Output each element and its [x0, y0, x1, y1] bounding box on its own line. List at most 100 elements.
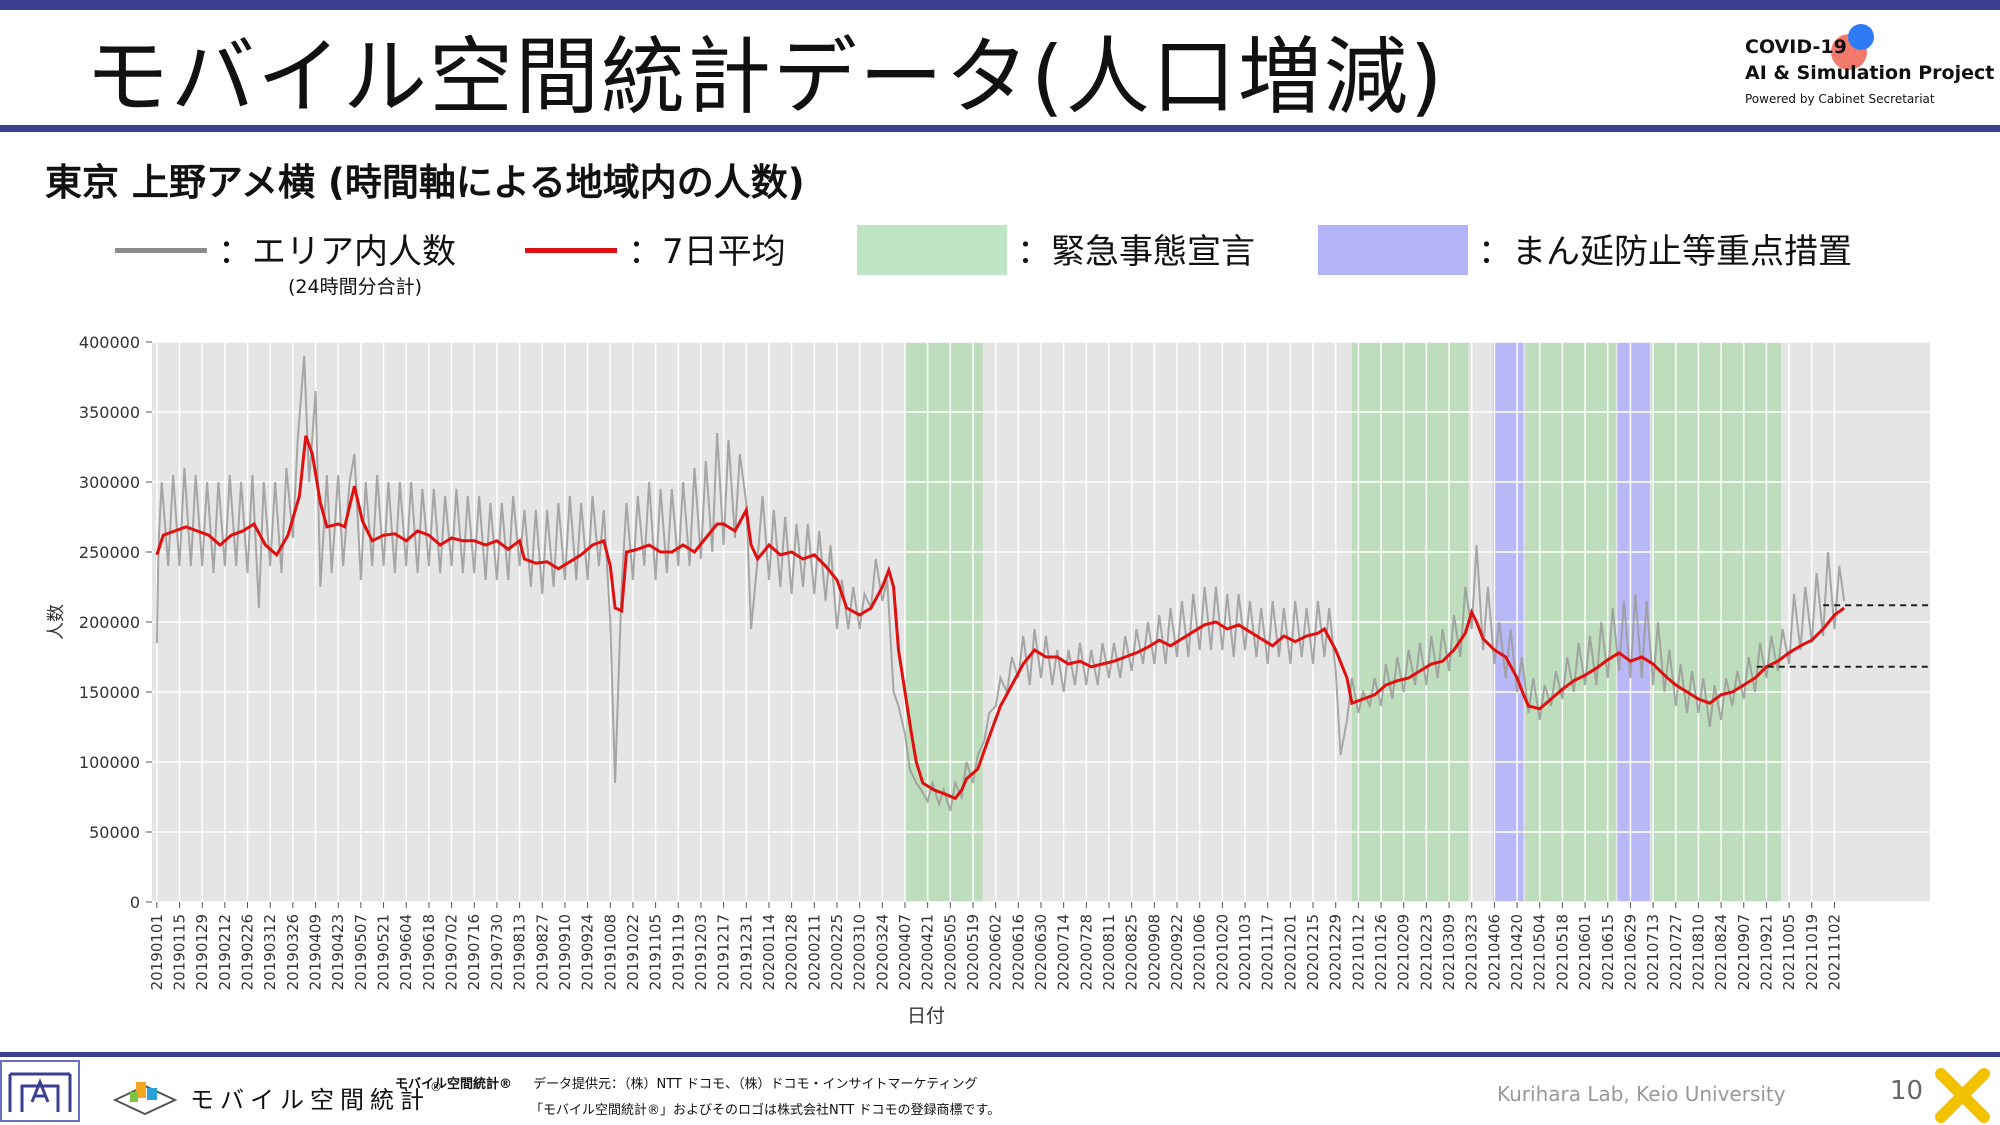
- y-tick-label: 50000: [89, 823, 140, 842]
- x-tick-label: 20200714: [1055, 914, 1073, 990]
- daily-series-line: [155, 355, 1846, 812]
- x-tick-label: 20200519: [964, 914, 982, 990]
- lab-logo-icon: [0, 1060, 80, 1122]
- lab-logo-graphic: [8, 1072, 72, 1112]
- x-tick-label: 20200114: [760, 914, 778, 990]
- page-number: 10: [1890, 1076, 1924, 1106]
- x-tick-label: 20210727: [1667, 914, 1685, 990]
- x-tick-label: 20190702: [443, 914, 461, 990]
- legend-label-semi: ：まん延防止等重点措置: [1478, 232, 1852, 272]
- footer-lab-name: Kurihara Lab, Keio University: [1497, 1082, 1786, 1106]
- x-tick-label: 20190129: [193, 914, 211, 990]
- x-tick-label: 20200630: [1032, 914, 1050, 990]
- population-line-chart: 24.3% 400000 350000 300000 250000 200000 1500…: [46, 333, 1930, 1027]
- x-tick-label: 20190618: [420, 914, 438, 990]
- x-tick-label: 20200310: [851, 914, 869, 990]
- x-tick-label: 20191231: [737, 914, 755, 990]
- x-tick-label: 20210629: [1621, 914, 1639, 990]
- legend-label-area: ：エリア内人数: [218, 232, 456, 272]
- x-tick-label: 20190101: [148, 914, 166, 990]
- y-axis-label: 人数: [46, 604, 67, 640]
- legend-sub-area: (24時間分合計): [288, 276, 423, 298]
- x-tick-label: 20210713: [1644, 914, 1662, 990]
- x-tick-label: 20200211: [805, 914, 823, 990]
- x-tick-label: 20200602: [987, 914, 1005, 990]
- x-tick-label: 20210824: [1712, 914, 1730, 990]
- x-tick-label: 20190604: [397, 914, 415, 990]
- x-tick-label: 20200324: [873, 914, 891, 990]
- x-tick-label: 20190827: [533, 914, 551, 990]
- x-tick-label: 20200407: [896, 914, 914, 990]
- x-tick-label: 20191022: [624, 914, 642, 990]
- x-tick-label: 20200128: [783, 914, 801, 990]
- x-tick-label: 20210420: [1508, 914, 1526, 990]
- x-tick-label: 20210504: [1531, 914, 1549, 990]
- footer-provider-line2: 「モバイル空間統計®」およびそのロゴは株式会社NTT ドコモの登録商標です。: [530, 1103, 1001, 1118]
- x-tick-label: 20190716: [465, 914, 483, 990]
- legend-swatch-semi: [1318, 225, 1468, 275]
- x-tick-label: 20190910: [556, 914, 574, 990]
- x-tick-label: 20210323: [1463, 914, 1481, 990]
- change-annotation: 24.3%: [1756, 604, 1930, 668]
- x-tick-label: 20200728: [1077, 914, 1095, 990]
- x-axis-label: 日付: [907, 1005, 945, 1027]
- logo-line-covid: COVID-19: [1745, 36, 1847, 58]
- x-tick-label: 20200825: [1123, 914, 1141, 990]
- footer-divider: [0, 1052, 2000, 1057]
- logo-line-powered: Powered by Cabinet Secretariat: [1745, 92, 1935, 106]
- chart-subtitle: 東京 上野アメ横 (時間軸による地域内の人数): [45, 161, 805, 204]
- x-tick-label: 20191105: [647, 914, 665, 990]
- x-tick-label: 20200421: [919, 914, 937, 990]
- x-tick-label: 20210126: [1372, 914, 1390, 990]
- x-tick-label: 20200505: [941, 914, 959, 990]
- x-tick-label: 20201020: [1213, 914, 1231, 990]
- x-tick-label: 20211102: [1825, 914, 1843, 990]
- x-tick-label: 20201117: [1259, 914, 1277, 990]
- x-logo-icon: [1935, 1068, 1990, 1123]
- x-tick-label: 20190730: [488, 914, 506, 990]
- logo-blue-dot: [1848, 24, 1874, 50]
- x-tick-label: 20200225: [828, 914, 846, 990]
- avg-series: [155, 435, 1846, 801]
- x-tick-label: 20191217: [715, 914, 733, 990]
- top-accent-bar: [0, 0, 2000, 10]
- x-tick-label: 20190924: [579, 914, 597, 990]
- avg-series-line: [155, 435, 1846, 801]
- legend-label-avg: ：7日平均: [628, 232, 786, 272]
- x-tick-label: 20190521: [375, 914, 393, 990]
- x-tick-label: 20191119: [669, 914, 687, 990]
- footer-brand-text: モバイル空間統計®: [190, 1080, 442, 1115]
- x-tick-label: 20210601: [1576, 914, 1594, 990]
- x-tick-label: 20210112: [1349, 914, 1367, 990]
- x-tick-label: 20201006: [1191, 914, 1209, 990]
- y-tick-label: 100000: [79, 753, 140, 772]
- x-tick-label: 20190507: [352, 914, 370, 990]
- x-axis: 20190101 20190115 20190129 20190212 20190226…: [148, 902, 1843, 990]
- x-tick-label: 20191203: [692, 914, 710, 990]
- footer-provider-heading: モバイル空間統計®: [395, 1077, 513, 1092]
- x-tick-label: 20210615: [1599, 914, 1617, 990]
- x-tick-label: 20210810: [1689, 914, 1707, 990]
- x-tick-label: 20190212: [216, 914, 234, 990]
- legend-label-emergency: ：緊急事態宣言: [1017, 232, 1255, 272]
- x-tick-label: 20210921: [1757, 914, 1775, 990]
- x-tick-label: 20190813: [511, 914, 529, 990]
- x-tick-label: 20211019: [1803, 914, 1821, 990]
- x-tick-label: 20201215: [1304, 914, 1322, 990]
- y-tick-label: 300000: [79, 473, 140, 492]
- x-tick-label: 20210907: [1735, 914, 1753, 990]
- x-tick-label: 20200616: [1009, 914, 1027, 990]
- x-tick-label: 20191008: [601, 914, 619, 990]
- x-tick-label: 20200908: [1145, 914, 1163, 990]
- y-tick-label: 350000: [79, 403, 140, 422]
- mobile-stats-logo-icon: [112, 1082, 178, 1116]
- y-axis: 400000 350000 300000 250000 200000 150000 1000…: [79, 333, 152, 912]
- footer-provider-line1: データ提供元：（株）NTT ドコモ、（株）ドコモ・インサイトマーケティング: [533, 1077, 978, 1092]
- y-tick-label: 150000: [79, 683, 140, 702]
- x-tick-label: 20210209: [1395, 914, 1413, 990]
- x-tick-label: 20190326: [284, 914, 302, 990]
- x-tick-label: 20210309: [1440, 914, 1458, 990]
- legend-swatch-avg: [525, 248, 617, 253]
- x-tick-label: 20200922: [1168, 914, 1186, 990]
- legend-swatch-area: [115, 248, 207, 253]
